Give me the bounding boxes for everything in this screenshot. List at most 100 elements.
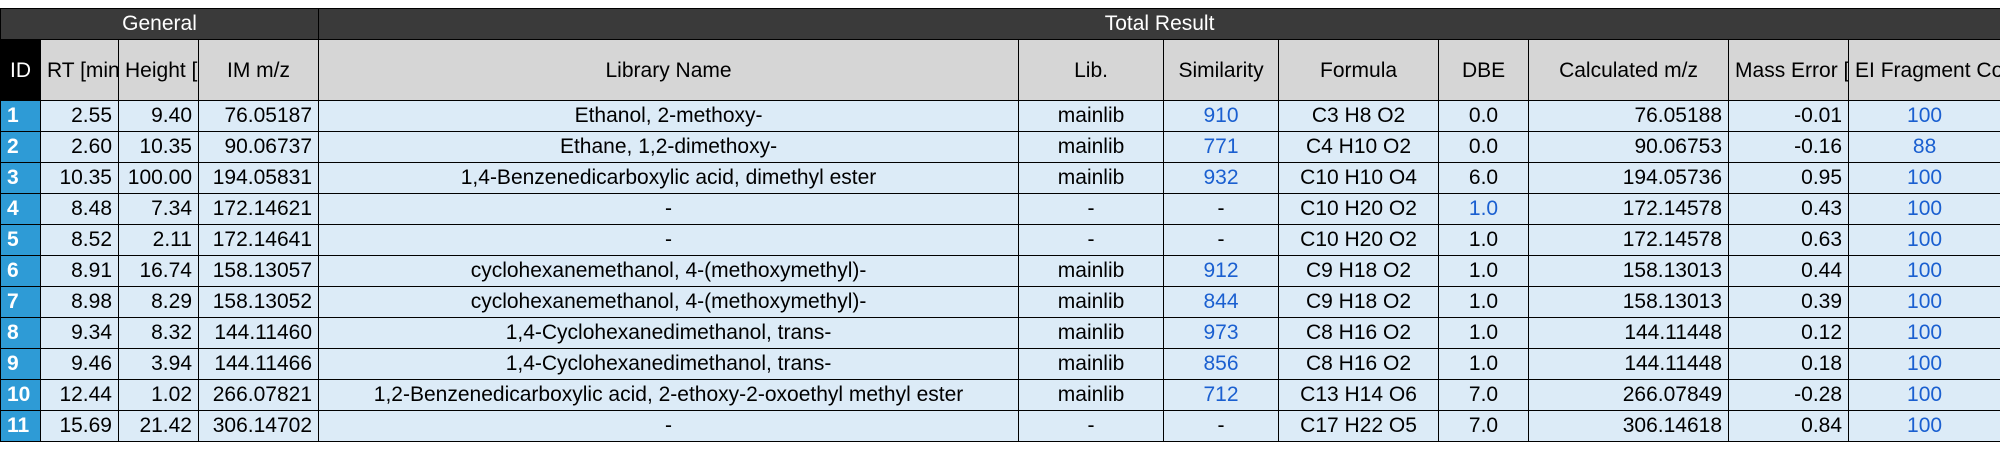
table-row[interactable]: 7 8.98 8.29 158.13052 cyclohexanemethanol, 4… [0, 286, 2000, 318]
table-row[interactable]: 10 12.44 1.02 266.07821 1,2-Benzenedicarboxy… [0, 379, 2000, 411]
ei-coverage-cell[interactable]: 100 [1848, 286, 2000, 318]
group-header-row: General Total Result [0, 8, 2000, 40]
col-height[interactable]: Height [%] [118, 39, 199, 101]
height-cell: 16.74 [118, 255, 199, 287]
similarity-cell: - [1163, 410, 1280, 442]
results-body: 1 2.55 9.40 76.05187 Ethanol, 2-methoxy-main… [0, 100, 2000, 442]
im-mz-cell: 172.14621 [197, 193, 320, 225]
col-ei-fragment-coverage[interactable]: EI Fragment Coverage [1848, 39, 2000, 101]
rt-cell: 8.52 [40, 224, 119, 256]
similarity-cell[interactable]: 973 [1163, 317, 1280, 349]
ei-coverage-cell[interactable]: 100 [1848, 162, 2000, 194]
im-mz-cell: 158.13052 [197, 286, 320, 318]
height-cell: 21.42 [118, 410, 199, 442]
similarity-cell[interactable]: 771 [1163, 131, 1280, 163]
col-calculated-mz[interactable]: Calculated m/z [1528, 39, 1730, 101]
formula-cell: C17 H22 O5 [1278, 410, 1440, 442]
table-row[interactable]: 8 9.34 8.32 144.11460 1,4-Cyclohexanedimetha… [0, 317, 2000, 349]
col-formula[interactable]: Formula [1278, 39, 1440, 101]
similarity-cell[interactable]: 912 [1163, 255, 1280, 287]
col-rt[interactable]: RT [min] [40, 39, 119, 101]
rt-cell: 10.35 [40, 162, 119, 194]
rt-cell: 9.46 [40, 348, 119, 380]
row-id-cell: 1 [0, 100, 41, 132]
height-cell: 2.11 [118, 224, 199, 256]
formula-cell: C9 H18 O2 [1278, 286, 1440, 318]
im-mz-cell: 90.06737 [197, 131, 320, 163]
mass-error-cell: -0.28 [1728, 379, 1850, 411]
ei-coverage-cell[interactable]: 100 [1848, 317, 2000, 349]
dbe-cell: 0.0 [1438, 131, 1530, 163]
table-row[interactable]: 2 2.60 10.35 90.06737 Ethane, 1,2-dimethoxy-… [0, 131, 2000, 163]
height-cell: 100.00 [118, 162, 199, 194]
calculated-mz-cell: 172.14578 [1528, 193, 1730, 225]
calculated-mz-cell: 158.13013 [1528, 286, 1730, 318]
im-mz-cell: 266.07821 [197, 379, 320, 411]
formula-cell: C10 H10 O4 [1278, 162, 1440, 194]
mass-error-cell: -0.16 [1728, 131, 1850, 163]
table-row[interactable]: 1 2.55 9.40 76.05187 Ethanol, 2-methoxy-main… [0, 100, 2000, 132]
ei-coverage-cell[interactable]: 100 [1848, 224, 2000, 256]
similarity-cell[interactable]: 712 [1163, 379, 1280, 411]
mass-error-cell: 0.43 [1728, 193, 1850, 225]
mass-error-cell: -0.01 [1728, 100, 1850, 132]
col-similarity[interactable]: Similarity [1163, 39, 1280, 101]
ei-coverage-cell[interactable]: 100 [1848, 410, 2000, 442]
ei-coverage-cell[interactable]: 88 [1848, 131, 2000, 163]
table-row[interactable]: 4 8.48 7.34 172.14621- - - C10 H20 O2 1.0 172.14… [0, 193, 2000, 225]
dbe-cell: 1.0 [1438, 193, 1530, 225]
im-mz-cell: 76.05187 [197, 100, 320, 132]
col-mass-error[interactable]: Mass Error [mDa] [1728, 39, 1850, 101]
calculated-mz-cell: 90.06753 [1528, 131, 1730, 163]
ei-coverage-cell[interactable]: 100 [1848, 100, 2000, 132]
formula-cell: C13 H14 O6 [1278, 379, 1440, 411]
dbe-cell: 1.0 [1438, 255, 1530, 287]
height-cell: 7.34 [118, 193, 199, 225]
height-cell: 3.94 [118, 348, 199, 380]
similarity-cell[interactable]: 910 [1163, 100, 1280, 132]
row-id-cell: 6 [0, 255, 41, 287]
height-cell: 10.35 [118, 131, 199, 163]
im-mz-cell: 144.11466 [197, 348, 320, 380]
im-mz-cell: 158.13057 [197, 255, 320, 287]
col-dbe[interactable]: DBE [1438, 39, 1530, 101]
similarity-cell[interactable]: 932 [1163, 162, 1280, 194]
col-library-name[interactable]: Library Name [318, 39, 1020, 101]
row-id-cell: 8 [0, 317, 41, 349]
ei-coverage-cell[interactable]: 100 [1848, 255, 2000, 287]
table-row[interactable]: 9 9.46 3.94 144.11466 1,4-Cyclohexanedimetha… [0, 348, 2000, 380]
ei-coverage-cell[interactable]: 100 [1848, 348, 2000, 380]
row-id-cell: 9 [0, 348, 41, 380]
col-id[interactable]: ID [0, 39, 41, 101]
similarity-cell[interactable]: 856 [1163, 348, 1280, 380]
dbe-cell: 6.0 [1438, 162, 1530, 194]
table-row[interactable]: 11 15.69 21.42 306.14702- - - C17 H22 O5 7.0 306… [0, 410, 2000, 442]
similarity-cell[interactable]: 844 [1163, 286, 1280, 318]
mass-error-cell: 0.39 [1728, 286, 1850, 318]
formula-cell: C8 H16 O2 [1278, 317, 1440, 349]
library-name-cell: cyclohexanemethanol, 4-(methoxymethyl)- [318, 286, 1020, 318]
im-mz-cell: 306.14702 [197, 410, 320, 442]
rt-cell: 8.98 [40, 286, 119, 318]
ei-coverage-cell[interactable]: 100 [1848, 193, 2000, 225]
table-row[interactable]: 3 10.35 100.00 194.05831 1,4-Benzenedicarbox… [0, 162, 2000, 194]
rt-cell: 2.60 [40, 131, 119, 163]
rt-cell: 9.34 [40, 317, 119, 349]
lib-cell: - [1018, 224, 1165, 256]
lib-cell: mainlib [1018, 162, 1165, 194]
row-id-cell: 2 [0, 131, 41, 163]
library-name-cell: - [318, 193, 1020, 225]
group-general: General [0, 8, 320, 40]
lib-cell: mainlib [1018, 255, 1165, 287]
library-name-cell: cyclohexanemethanol, 4-(methoxymethyl)- [318, 255, 1020, 287]
library-name-cell: Ethanol, 2-methoxy- [318, 100, 1020, 132]
rt-cell: 15.69 [40, 410, 119, 442]
group-total-result: Total Result [318, 8, 2000, 40]
rt-cell: 8.91 [40, 255, 119, 287]
library-name-cell: 1,4-Benzenedicarboxylic acid, dimethyl e… [318, 162, 1020, 194]
table-row[interactable]: 6 8.91 16.74 158.13057 cyclohexanemethanol, … [0, 255, 2000, 287]
ei-coverage-cell[interactable]: 100 [1848, 379, 2000, 411]
col-lib[interactable]: Lib. [1018, 39, 1165, 101]
col-im-mz[interactable]: IM m/z [197, 39, 320, 101]
table-row[interactable]: 5 8.52 2.11 172.14641- - - C10 H20 O2 1.0 172.14… [0, 224, 2000, 256]
